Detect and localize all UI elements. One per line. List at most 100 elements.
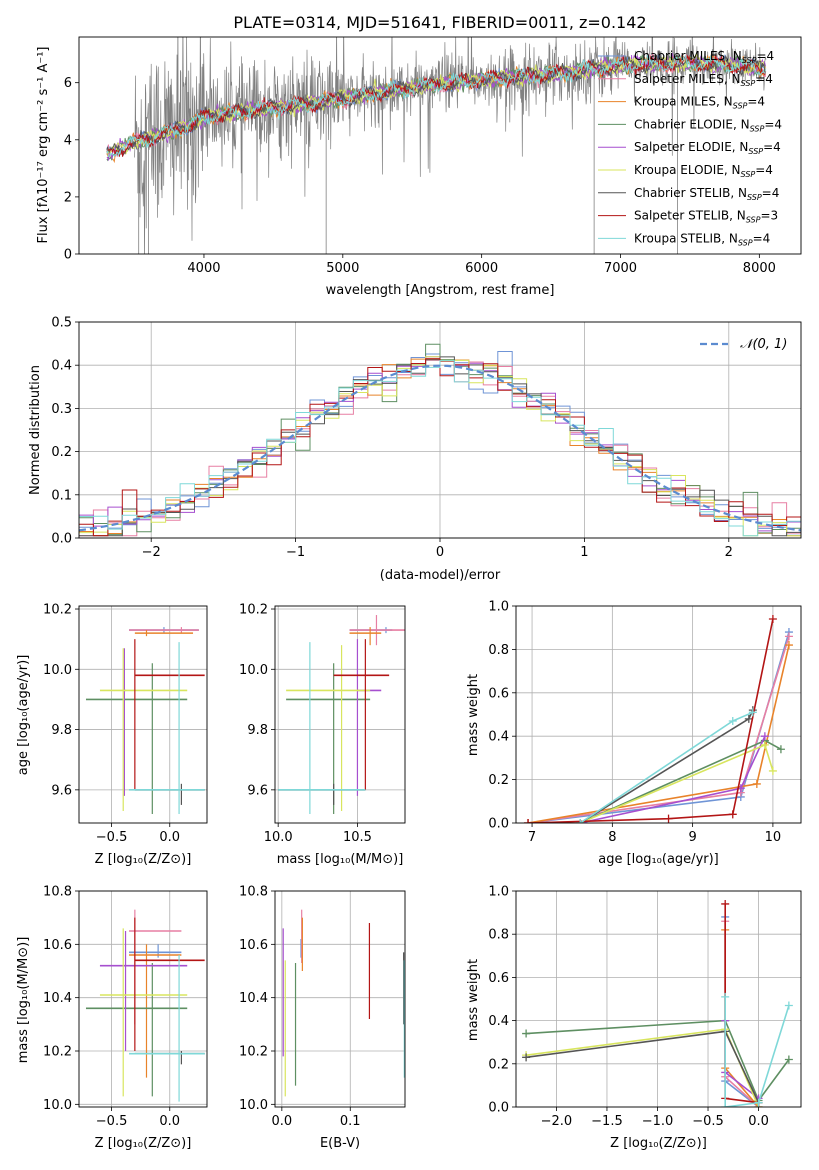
y-tick-label: 0.8: [488, 643, 509, 658]
y-tick-label: 0.4: [488, 1014, 509, 1029]
massweight-series: [524, 615, 793, 823]
y-tick-label: 10.2: [43, 603, 72, 618]
y-tick-label: 10.8: [239, 885, 268, 900]
y-tick-label: 10.2: [239, 603, 268, 618]
series-marker: [728, 810, 737, 819]
y-tick-label: 0.8: [488, 928, 509, 943]
legend-entry: Kroupa MILES, NSSP=4: [634, 95, 765, 111]
model-line-kroupa-stelib: [106, 54, 767, 157]
massweight-series: [522, 899, 793, 1107]
x-tick-label: 8000: [743, 261, 776, 276]
x-axis-label: Z [log₁₀(Z/Z⊙)]: [95, 1136, 192, 1151]
y-tick-label: 0.0: [488, 1101, 509, 1116]
y-tick-label: 10.4: [239, 991, 268, 1006]
series-marker: [752, 779, 761, 788]
y-axis-label: mass weight: [466, 674, 481, 756]
x-tick-label: 0.0: [159, 1114, 180, 1129]
series-marker: [784, 1055, 793, 1064]
axes-frame: [78, 36, 802, 255]
series-marker: [721, 992, 730, 1001]
series-line: [724, 916, 760, 1107]
y-tick-label: 0.2: [488, 773, 509, 788]
x-tick-label: 7000: [604, 261, 637, 276]
x-tick-label: 10.0: [264, 830, 293, 845]
x-tick-label: −2.0: [541, 1114, 573, 1129]
histogram-step-line: [79, 358, 801, 537]
y-tick-label: 0.0: [488, 817, 509, 832]
figure-title: PLATE=0314, MJD=51641, FIBERID=0011, z=0…: [233, 13, 646, 32]
residual-histograms: [79, 343, 801, 537]
y-tick-label: 0.2: [51, 445, 72, 460]
spectrum-data-line: [134, 37, 767, 254]
y-tick-label: 9.8: [51, 723, 72, 738]
x-tick-label: 2: [725, 545, 733, 560]
x-tick-label: 7: [528, 830, 536, 845]
axes-frame: [78, 605, 208, 824]
legend-entry: Chabrier MILES, NSSP=4: [634, 49, 774, 65]
errorbar-points: [85, 909, 205, 1102]
x-tick-label: 8: [608, 830, 616, 845]
y-tick-label: 10.6: [43, 938, 72, 953]
y-axis-label: age [log₁₀(age/yr)]: [16, 655, 31, 776]
y-tick-label: 10.0: [239, 663, 268, 678]
series-marker: [776, 745, 785, 754]
series-marker: [728, 717, 737, 726]
legend-entry: Chabrier ELODIE, NSSP=4: [634, 117, 782, 133]
y-tick-label: 9.6: [51, 783, 72, 798]
y-tick-label: 10.0: [43, 1098, 72, 1113]
x-tick-label: 0.1: [340, 1114, 361, 1129]
x-axis-label: Z [log₁₀(Z/Z⊙)]: [95, 852, 192, 867]
spectrum-legend: Chabrier MILES, NSSP=4 Salpeter MILES, NS…: [598, 49, 782, 247]
errorbar-points: [282, 909, 405, 1097]
y-tick-label: 10.4: [43, 991, 72, 1006]
model-line-salpeter-elodie: [106, 52, 767, 161]
series-line: [724, 921, 760, 1107]
grid-lines: [516, 890, 801, 1108]
y-tick-label: 10.8: [43, 885, 72, 900]
series-marker: [784, 641, 793, 650]
series-marker: [760, 732, 769, 741]
y-tick-label: 0.0: [51, 532, 72, 547]
x-tick-label: 5000: [326, 261, 359, 276]
residual-y-label: Normed distribution: [28, 365, 43, 495]
x-tick-label: −2: [142, 545, 161, 560]
y-tick-label: 9.8: [247, 723, 268, 738]
y-tick-label: 10.6: [239, 938, 268, 953]
legend-entry: Kroupa STELIB, NSSP=4: [634, 231, 770, 247]
spectrum-y-label: Flux [fλ10⁻¹⁷ erg cm⁻² s⁻¹ A⁻¹]: [36, 47, 51, 244]
series-marker: [524, 819, 533, 823]
axes-frame: [515, 605, 802, 824]
series-marker: [721, 1103, 730, 1107]
series-marker: [748, 708, 757, 717]
x-tick-label: −1.5: [591, 1114, 623, 1129]
axes-frame: [515, 890, 802, 1108]
x-tick-label: −1: [286, 545, 305, 560]
y-tick-label: 6: [64, 76, 72, 91]
x-tick-label: 10: [765, 830, 782, 845]
y-tick-label: 0.6: [488, 686, 509, 701]
grid-lines: [79, 890, 207, 1107]
series-marker: [760, 740, 769, 749]
errorbar-points: [85, 627, 205, 814]
series-marker: [522, 1053, 531, 1062]
model-spectra: [106, 51, 767, 164]
y-tick-label: 0.4: [51, 359, 72, 374]
y-axis-label: mass [log₁₀(M/M⊙)]: [16, 937, 31, 1064]
y-tick-label: 0.1: [51, 488, 72, 503]
observed-spectrum: [134, 37, 767, 254]
series-marker: [522, 1029, 531, 1038]
y-tick-label: 0.3: [51, 402, 72, 417]
residual-x-label: (data-model)/error: [380, 568, 501, 583]
spectrum-panel: 4000 5000 6000 7000 8000 0 2 4 6 wavelength [Angs…: [36, 36, 802, 298]
massweight-vs-metallicity-panel: −2.0 −1.5 −1.0 −0.5 0.0 0.0 0.2 0.4 0.6 0.8 1.0 Z […: [466, 885, 802, 1151]
legend-entry: Kroupa ELODIE, NSSP=4: [634, 163, 773, 179]
grid-lines: [275, 890, 405, 1107]
series-marker: [576, 819, 585, 823]
y-tick-label: 0.5: [51, 316, 72, 331]
mass-vs-metallicity-panel: −0.5 0.0 10.0 10.2 10.4 10.6 10.8 Z [log₁₀(Z/Z⊙…: [16, 885, 208, 1151]
y-tick-label: 10.0: [239, 1098, 268, 1113]
legend-entry: Salpeter ELODIE, NSSP=4: [634, 140, 781, 156]
series-line: [525, 1030, 760, 1104]
massweight-vs-age-panel: 7 8 9 10 0.0 0.2 0.4 0.6 0.8 1.0 age [log₁₀(age/yr…: [466, 600, 802, 867]
